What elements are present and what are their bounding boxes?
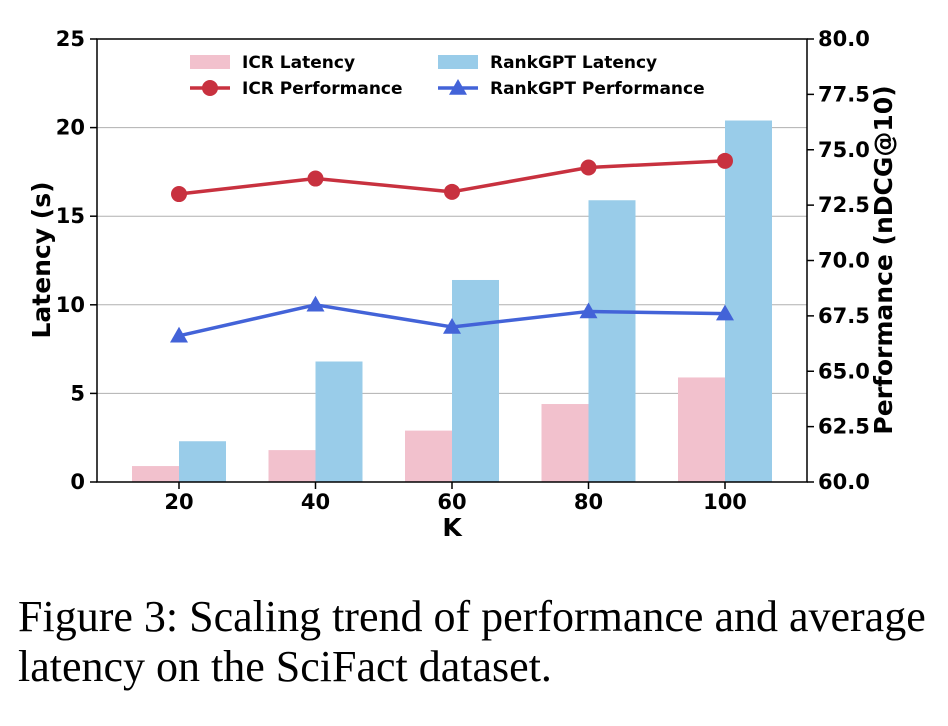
bar-rankgpt-latency: [179, 441, 226, 482]
bar-icr-latency: [678, 377, 725, 482]
y-left-tick-label: 10: [56, 293, 85, 317]
legend-swatch-rankgpt-latency: [438, 55, 478, 69]
y-left-tick-label: 25: [56, 27, 85, 51]
y-right-tick-label: 70.0: [818, 249, 870, 273]
legend: ICR Latency RankGPT Latency ICR Performanc…: [190, 53, 705, 99]
point-icr-performance: [580, 159, 597, 176]
point-rankgpt-performance: [443, 317, 461, 334]
legend-label-icr-latency: ICR Latency: [242, 53, 355, 73]
tick-labels: 0 5 10 15 20 25 60.0 62.5 65.0 67.5 70.0 72.5 75.0 77…: [56, 27, 870, 514]
bar-rankgpt-latency: [588, 200, 636, 482]
x-axis-label: K: [442, 513, 463, 542]
lines-layer: [170, 152, 734, 343]
y-right-tick-label: 65.0: [818, 359, 870, 383]
x-tick-label: 20: [164, 490, 193, 514]
bar-rankgpt-latency: [452, 279, 499, 482]
bars-layer: [132, 120, 772, 483]
point-icr-performance: [444, 183, 460, 200]
x-tick-label: 100: [703, 490, 747, 514]
y-right-tick-label: 67.5: [818, 304, 870, 328]
point-rankgpt-performance: [170, 326, 188, 343]
axes: [90, 38, 814, 489]
bar-icr-latency: [405, 430, 452, 482]
x-tick-label: 60: [437, 490, 466, 514]
point-rankgpt-performance: [579, 302, 598, 319]
bar-rankgpt-latency: [725, 120, 772, 483]
y-right-tick-label: 75.0: [818, 138, 870, 162]
legend-label-icr-performance: ICR Performance: [242, 79, 403, 99]
point-icr-performance: [171, 186, 187, 203]
legend-label-rankgpt-latency: RankGPT Latency: [490, 53, 657, 73]
legend-label-rankgpt-performance: RankGPT Performance: [490, 79, 705, 99]
legend-marker-icr-performance: [202, 80, 218, 96]
figure-caption: Figure 3: Scaling trend of performance a…: [18, 592, 926, 691]
x-tick-label: 80: [574, 490, 603, 514]
bar-icr-latency: [268, 450, 316, 482]
bar-rankgpt-latency: [315, 361, 363, 482]
y-right-tick-label: 72.5: [818, 193, 870, 217]
legend-swatch-icr-latency: [190, 55, 230, 69]
point-icr-performance: [307, 170, 324, 187]
y-left-tick-label: 15: [56, 204, 85, 228]
y-axis-left-label: Latency (s): [27, 181, 56, 338]
point-rankgpt-performance: [306, 295, 325, 312]
y-left-tick-label: 20: [56, 116, 85, 140]
bar-icr-latency: [541, 404, 589, 482]
legend-marker-rankgpt-performance: [449, 79, 467, 95]
y-right-tick-label: 77.5: [818, 82, 870, 106]
y-right-tick-label: 60.0: [818, 470, 870, 494]
point-icr-performance: [717, 152, 733, 169]
bar-icr-latency: [132, 466, 179, 482]
y-left-tick-label: 5: [70, 381, 85, 405]
x-tick-label: 40: [301, 490, 330, 514]
y-left-tick-label: 0: [70, 470, 85, 494]
y-right-tick-label: 80.0: [818, 27, 870, 51]
y-axis-right-label: Performance (nDCG@10): [869, 85, 898, 434]
y-right-tick-label: 62.5: [818, 415, 870, 439]
point-rankgpt-performance: [716, 304, 734, 321]
